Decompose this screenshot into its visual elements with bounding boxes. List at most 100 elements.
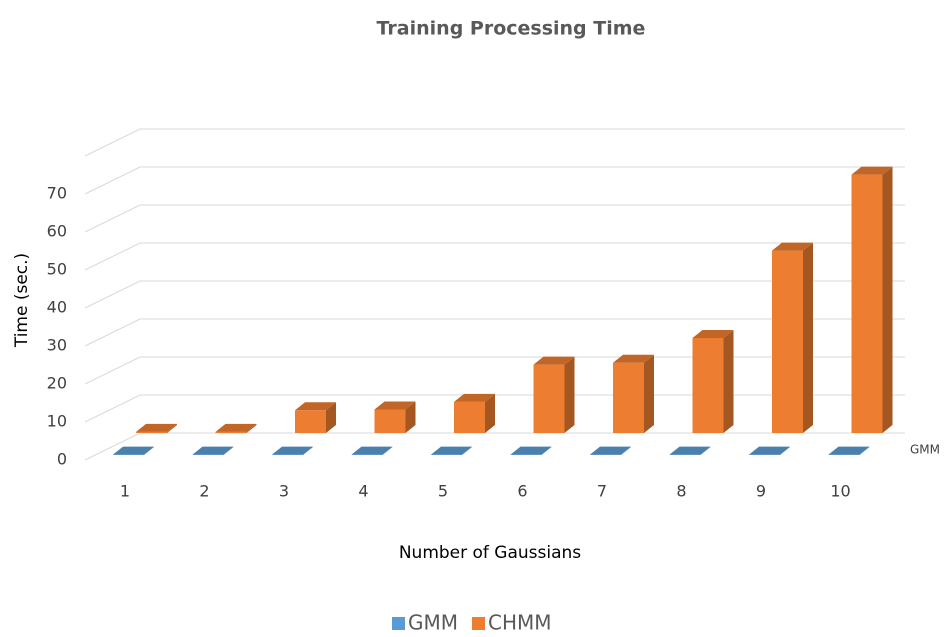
grid-line <box>84 166 141 195</box>
bar-face <box>692 338 724 433</box>
bar-face <box>215 431 247 433</box>
x-tick-label: 3 <box>279 482 289 501</box>
bar <box>454 393 495 433</box>
bar-face <box>454 401 485 433</box>
y-tick-label: 40 <box>47 298 67 317</box>
x-tick-label: 4 <box>358 482 368 501</box>
x-tick-label: 6 <box>517 482 527 501</box>
bar <box>113 446 154 455</box>
bar <box>351 446 393 455</box>
bar-face <box>374 401 416 410</box>
bar <box>510 446 552 455</box>
bar-face <box>541 446 552 455</box>
legend-swatch <box>392 617 405 630</box>
bar-face <box>882 166 893 433</box>
y-tick-label: 10 <box>47 412 67 431</box>
y-tick-label: 20 <box>47 374 67 393</box>
x-tick-label: 7 <box>597 482 607 501</box>
y-tick-label: 50 <box>47 260 67 279</box>
bar-face <box>382 446 393 455</box>
bar-face <box>136 431 167 433</box>
bar-face <box>772 242 813 251</box>
chart-title: Training Processing Time <box>377 18 646 40</box>
bar-face <box>454 393 495 402</box>
bar-face <box>295 402 336 411</box>
y-tick-label: 70 <box>47 184 67 203</box>
grid-line <box>84 432 141 461</box>
y-tick-label: 0 <box>57 450 67 469</box>
bar <box>590 446 631 455</box>
bar <box>669 446 711 455</box>
bar <box>431 446 472 455</box>
bar-face <box>431 446 472 455</box>
bar-face <box>590 446 631 455</box>
bar-face <box>533 356 575 365</box>
bar <box>772 242 813 433</box>
bar-face <box>644 354 654 433</box>
bar-face <box>749 446 790 455</box>
bar-face <box>613 354 654 363</box>
bar-face <box>613 362 644 433</box>
grid-line <box>84 394 141 423</box>
bar-face <box>351 446 393 455</box>
legend-label: CHMM <box>488 611 552 635</box>
bar <box>272 446 313 455</box>
bar-face <box>621 446 631 455</box>
x-axis-label: Number of Gaussians <box>399 543 581 563</box>
x-tick-label: 2 <box>199 482 209 501</box>
bar-face <box>374 409 406 433</box>
bar-face <box>828 446 870 455</box>
bar-face <box>700 446 711 455</box>
legend-label: GMM <box>408 611 458 635</box>
grid-line <box>84 318 141 347</box>
bar-face <box>167 423 177 433</box>
bar-face <box>272 446 313 455</box>
legend-swatch <box>472 617 486 630</box>
grid-line <box>84 280 141 309</box>
bar-face <box>405 401 416 433</box>
bar-face <box>192 446 234 455</box>
bar-face <box>859 446 870 455</box>
bar <box>295 402 336 433</box>
bar-face <box>564 356 575 433</box>
bar-face <box>462 446 472 455</box>
bar-face <box>215 423 257 432</box>
bar <box>215 423 257 433</box>
bar-face <box>144 446 154 455</box>
bar-face <box>851 174 883 433</box>
y-tick-label: 60 <box>47 222 67 241</box>
x-tick-label: 8 <box>676 482 686 501</box>
bar-face <box>780 446 790 455</box>
bar-face <box>510 446 552 455</box>
bar-face <box>692 330 734 338</box>
bar <box>192 446 234 455</box>
bar-face <box>326 402 336 433</box>
bar-face <box>246 423 257 433</box>
bar-face <box>669 446 711 455</box>
bar-face <box>136 423 177 432</box>
bar <box>692 330 734 433</box>
bar-face <box>303 446 313 455</box>
bar-face <box>533 364 565 433</box>
bar <box>533 356 575 433</box>
grid-line <box>84 242 141 271</box>
x-tick-label: 9 <box>756 482 766 501</box>
bar-face <box>485 393 495 433</box>
bar-face <box>113 446 154 455</box>
bar <box>136 423 177 433</box>
grid-line <box>84 128 141 157</box>
bar <box>374 401 416 433</box>
bar <box>828 446 870 455</box>
x-tick-label: 10 <box>830 482 850 501</box>
bar-face <box>223 446 234 455</box>
bar <box>749 446 790 455</box>
bar-face <box>772 250 803 433</box>
y-axis-label: Time (sec.) <box>12 253 32 348</box>
bar-face <box>723 330 734 433</box>
bar-face <box>803 242 813 433</box>
bar <box>613 354 654 433</box>
bar-face <box>851 166 893 175</box>
depth-label: GMM <box>910 443 940 457</box>
bar-face <box>295 410 326 433</box>
